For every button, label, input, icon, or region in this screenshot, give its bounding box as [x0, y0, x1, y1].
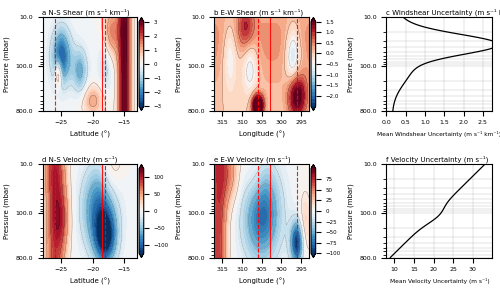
Text: b E-W Shear (m s⁻¹ km⁻¹): b E-W Shear (m s⁻¹ km⁻¹): [214, 9, 304, 16]
PathPatch shape: [139, 17, 143, 22]
PathPatch shape: [139, 106, 143, 111]
Y-axis label: Pressure (mbar): Pressure (mbar): [3, 183, 10, 239]
Y-axis label: Pressure (mbar): Pressure (mbar): [3, 36, 10, 92]
Text: c Windshear Uncertainty (m s⁻¹ km⁻¹): c Windshear Uncertainty (m s⁻¹ km⁻¹): [386, 9, 500, 16]
PathPatch shape: [311, 17, 316, 22]
PathPatch shape: [311, 164, 316, 169]
X-axis label: Mean Windshear Uncertainty (m s⁻¹ km⁻¹): Mean Windshear Uncertainty (m s⁻¹ km⁻¹): [378, 131, 500, 137]
X-axis label: Longitude (°): Longitude (°): [238, 131, 284, 138]
X-axis label: Latitude (°): Latitude (°): [70, 131, 110, 138]
Y-axis label: Pressure (mbar): Pressure (mbar): [347, 36, 354, 92]
X-axis label: Mean Velocity Uncertainty (m s⁻¹): Mean Velocity Uncertainty (m s⁻¹): [390, 278, 490, 284]
Text: e E-W Velocity (m s⁻¹): e E-W Velocity (m s⁻¹): [214, 156, 291, 163]
PathPatch shape: [139, 164, 143, 169]
Y-axis label: Pressure (mbar): Pressure (mbar): [175, 183, 182, 239]
PathPatch shape: [311, 106, 316, 111]
X-axis label: Longitude (°): Longitude (°): [238, 278, 284, 285]
Text: a N-S Shear (m s⁻¹ km⁻¹): a N-S Shear (m s⁻¹ km⁻¹): [42, 9, 130, 16]
Y-axis label: Pressure (mbar): Pressure (mbar): [175, 36, 182, 92]
Text: f Velocity Uncertainty (m s⁻¹): f Velocity Uncertainty (m s⁻¹): [386, 156, 488, 163]
Y-axis label: Pressure (mbar): Pressure (mbar): [347, 183, 354, 239]
Text: d N-S Velocity (m s⁻¹): d N-S Velocity (m s⁻¹): [42, 156, 118, 163]
X-axis label: Latitude (°): Latitude (°): [70, 278, 110, 285]
PathPatch shape: [311, 253, 316, 258]
PathPatch shape: [139, 253, 143, 258]
